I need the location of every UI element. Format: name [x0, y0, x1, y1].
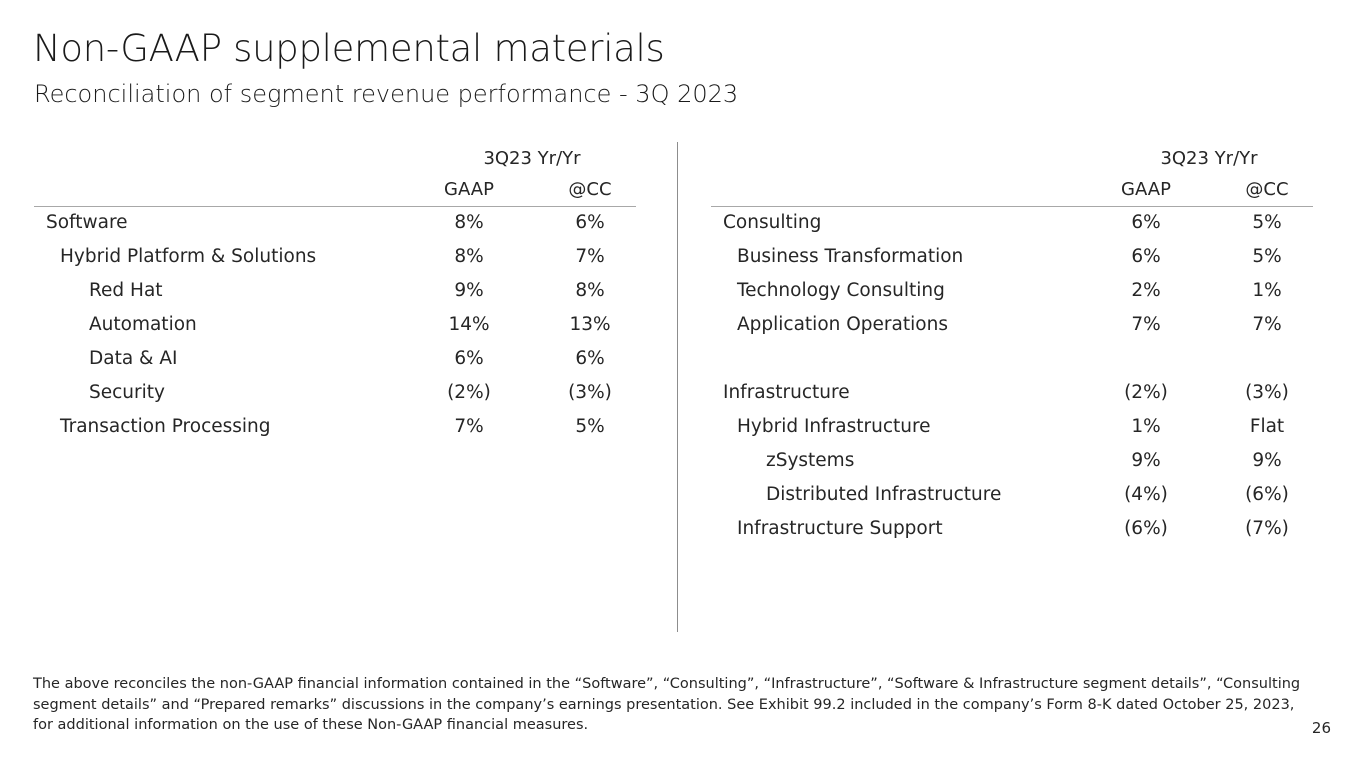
table-row: Consulting 6% 5%: [711, 206, 1313, 240]
period-header: 3Q23 Yr/Yr: [483, 148, 581, 169]
cc-value: 5%: [575, 416, 605, 437]
gaap-value: 7%: [1131, 314, 1161, 335]
cc-value: 7%: [1252, 314, 1282, 335]
gaap-column-header: GAAP: [1121, 179, 1171, 200]
cc-value: 8%: [575, 280, 605, 301]
gaap-value: 1%: [1131, 416, 1161, 437]
cc-value: 5%: [1252, 246, 1282, 267]
gaap-value: 6%: [1131, 212, 1161, 233]
row-label: Red Hat: [89, 280, 163, 301]
gaap-value: 14%: [448, 314, 490, 335]
table-row: Data & AI 6% 6%: [34, 342, 636, 376]
gaap-value: 6%: [1131, 246, 1161, 267]
row-label: Hybrid Infrastructure: [737, 416, 931, 437]
table-rows: Software 8% 6% Hybrid Platform & Solutions 8…: [34, 206, 636, 444]
gaap-value: (2%): [1124, 382, 1168, 403]
table-row: Hybrid Infrastructure 1% Flat: [711, 410, 1313, 444]
gaap-column-header: GAAP: [444, 179, 494, 200]
table-row: Transaction Processing 7% 5%: [34, 410, 636, 444]
row-label: Automation: [89, 314, 197, 335]
table-row: Infrastructure Support (6%) (7%): [711, 512, 1313, 546]
table-row: Software 8% 6%: [34, 206, 636, 240]
cc-value: 5%: [1252, 212, 1282, 233]
footnote: The above reconciles the non-GAAP financ…: [33, 676, 1301, 733]
row-label: zSystems: [766, 450, 855, 471]
table-rows: Consulting 6% 5% Business Transformation 6% 5…: [711, 206, 1313, 546]
table-row: Application Operations 7% 7%: [711, 308, 1313, 342]
cc-value: (6%): [1245, 484, 1289, 505]
gaap-value: 6%: [454, 348, 484, 369]
gaap-value: 2%: [1131, 280, 1161, 301]
table-row: zSystems 9% 9%: [711, 444, 1313, 478]
table-row: Business Transformation 6% 5%: [711, 240, 1313, 274]
table-row: Technology Consulting 2% 1%: [711, 274, 1313, 308]
cc-value: 6%: [575, 212, 605, 233]
cc-value: Flat: [1249, 416, 1285, 437]
table-row: Automation 14% 13%: [34, 308, 636, 342]
row-label: Business Transformation: [737, 246, 964, 267]
cc-value: (3%): [568, 382, 612, 403]
gaap-value: (4%): [1124, 484, 1168, 505]
gaap-value: 8%: [454, 246, 484, 267]
row-label: Software: [46, 212, 128, 233]
cc-value: 9%: [1252, 450, 1282, 471]
table-row: [711, 342, 1313, 376]
table-row: Red Hat 9% 8%: [34, 274, 636, 308]
period-header: 3Q23 Yr/Yr: [1160, 148, 1258, 169]
table-row: Security (2%) (3%): [34, 376, 636, 410]
row-label: Consulting: [723, 212, 822, 233]
row-label: Distributed Infrastructure: [766, 484, 1002, 505]
column-divider: [677, 142, 678, 632]
header-rule: [711, 206, 1313, 207]
gaap-value: 7%: [454, 416, 484, 437]
gaap-value: (2%): [447, 382, 491, 403]
cc-value: (7%): [1245, 518, 1289, 539]
page-number: 26: [1311, 719, 1331, 737]
cc-value: 1%: [1252, 280, 1282, 301]
header-rule: [34, 206, 636, 207]
cc-value: (3%): [1245, 382, 1289, 403]
gaap-value: (6%): [1124, 518, 1168, 539]
table-row: Distributed Infrastructure (4%) (6%): [711, 478, 1313, 512]
cc-value: 6%: [575, 348, 605, 369]
page-subtitle: Reconciliation of segment revenue perfor…: [34, 80, 739, 108]
row-label: Technology Consulting: [737, 280, 945, 301]
gaap-value: 9%: [454, 280, 484, 301]
row-label: Security: [89, 382, 165, 403]
table-row: Hybrid Platform & Solutions 8% 7%: [34, 240, 636, 274]
cc-value: 7%: [575, 246, 605, 267]
cc-column-header: @CC: [1245, 179, 1289, 200]
row-label: Transaction Processing: [60, 416, 271, 437]
gaap-value: 8%: [454, 212, 484, 233]
table-row: Infrastructure (2%) (3%): [711, 376, 1313, 410]
row-label: Data & AI: [89, 348, 178, 369]
cc-value: 13%: [569, 314, 611, 335]
row-label: Infrastructure Support: [737, 518, 943, 539]
gaap-value: 9%: [1131, 450, 1161, 471]
row-label: Application Operations: [737, 314, 948, 335]
page-title: Non-GAAP supplemental materials: [33, 27, 665, 70]
row-label: Hybrid Platform & Solutions: [60, 246, 317, 267]
cc-column-header: @CC: [568, 179, 612, 200]
row-label: Infrastructure: [723, 382, 850, 403]
